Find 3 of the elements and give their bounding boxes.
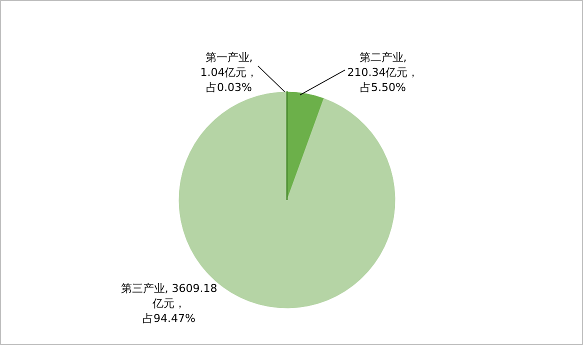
slice-label: 第三产业, 3609.18亿元，占94.47% bbox=[120, 281, 218, 326]
slice-label: 第一产业,1.04亿元，占0.03% bbox=[199, 50, 259, 95]
slice-label: 第二产业,210.34亿元，占5.50% bbox=[346, 50, 420, 95]
